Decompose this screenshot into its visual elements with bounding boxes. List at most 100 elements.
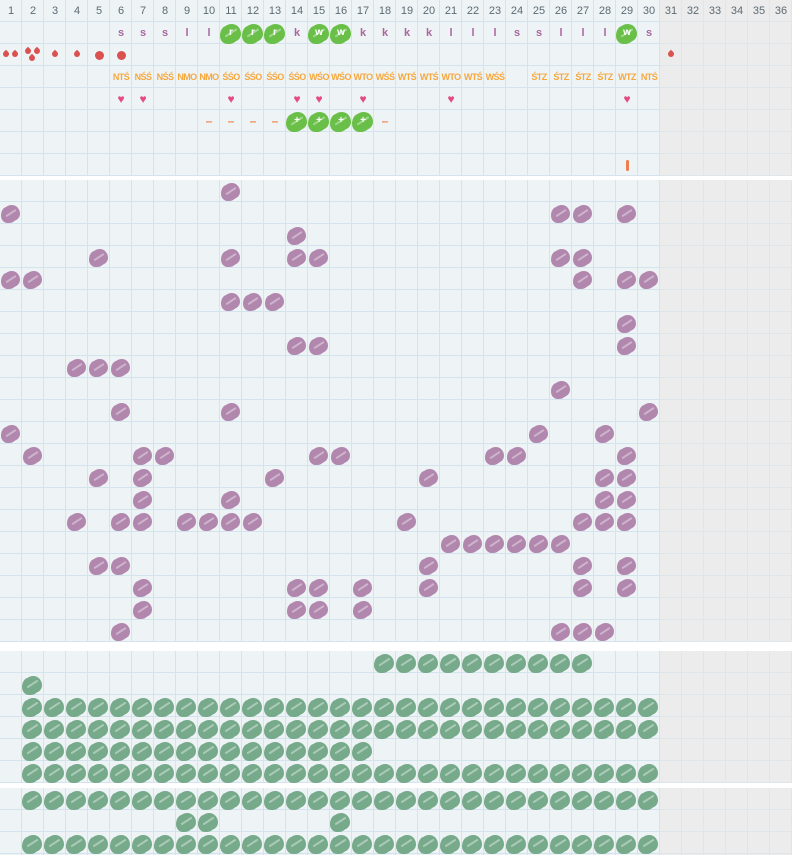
green-scribble-icon (396, 790, 416, 810)
green-mark (308, 788, 330, 810)
code-text: ŚTZ (553, 72, 569, 82)
green-scribble-icon (616, 697, 636, 717)
column-number: 35 (748, 0, 770, 22)
drop-mark (660, 44, 682, 66)
code-label: WŚO (330, 66, 352, 88)
green-scribble-icon (330, 812, 350, 832)
column-number-label: 3 (51, 5, 59, 17)
purple-mark (308, 576, 330, 598)
green-scribble-plus-icon: + (329, 112, 351, 132)
purple-mark (242, 290, 264, 312)
column-number: 29 (616, 0, 638, 22)
green-mark (154, 761, 176, 783)
green-scribble-icon (418, 719, 438, 739)
dash-icon: – (271, 114, 279, 128)
green-scribble-icon (132, 790, 152, 810)
green-scribble-icon (110, 790, 130, 810)
purple-mark (264, 290, 286, 312)
green-scribble-icon (572, 763, 592, 783)
week-letter-label: l (581, 27, 585, 39)
green-mark (506, 695, 528, 717)
green-scribble-icon (154, 790, 174, 810)
code-text: NŚŚ (134, 72, 152, 82)
purple-scribble-icon (242, 513, 262, 531)
purple-mark (616, 466, 638, 488)
column-number-label: 26 (554, 5, 568, 17)
purple-mark (418, 576, 440, 598)
green-mark (286, 695, 308, 717)
green-mark (352, 832, 374, 854)
green-scribble-icon (286, 790, 306, 810)
green-mark (550, 788, 572, 810)
green-mark (132, 717, 154, 739)
column-number: 2 (22, 0, 44, 22)
green-scribble-icon (66, 834, 86, 854)
purple-scribble-icon (176, 513, 196, 531)
purple-scribble-icon (286, 601, 306, 619)
green-mark (44, 695, 66, 717)
purple-mark (616, 576, 638, 598)
green-mark (594, 717, 616, 739)
purple-scribble-icon (110, 623, 130, 641)
column-number-label: 7 (139, 5, 147, 17)
green-mark (308, 739, 330, 761)
purple-scribble-icon (616, 513, 636, 531)
header-section: 1 2 3 4 5 6 7 8 9 10 11 12 13 14 15 16 17 18 19 20 21 22 23 24 2… (0, 0, 792, 176)
purple-mark (572, 268, 594, 290)
week-letter-label: s (161, 27, 169, 39)
green-mark (286, 717, 308, 739)
column-number-label: 34 (730, 5, 744, 17)
heart-mark: ♥ (220, 88, 242, 110)
drop-mark (110, 44, 132, 66)
week-letter-label: l (493, 27, 497, 39)
purple-mark (264, 466, 286, 488)
column-number-label: 12 (246, 5, 260, 17)
green-scribble-icon (242, 741, 262, 761)
green-mark (22, 717, 44, 739)
week-letter: k (374, 22, 396, 44)
purple-scribble-icon (550, 205, 570, 223)
purple-mark (396, 510, 418, 532)
purple-mark (352, 598, 374, 620)
green-mark (330, 810, 352, 832)
week-letter-label: k (425, 27, 433, 39)
purple-mark (616, 510, 638, 532)
purple-mark (572, 576, 594, 598)
green-mark (374, 651, 396, 673)
green-scribble-icon (330, 763, 350, 783)
purple-scribble-icon (572, 249, 592, 267)
column-number: 26 (550, 0, 572, 22)
purple-scribble-icon (616, 205, 636, 223)
code-text: WŚO (331, 72, 351, 82)
green-scribble-icon (308, 719, 328, 739)
green-mark (132, 788, 154, 810)
column-number: 7 (132, 0, 154, 22)
purple-scribble-icon (308, 447, 328, 465)
purple-scribble-icon (66, 359, 86, 377)
green-mark (638, 832, 660, 854)
green-scribble-icon (220, 697, 240, 717)
green-mark (44, 788, 66, 810)
purple-scribble-icon (594, 425, 614, 443)
green-scribble-icon (22, 675, 42, 695)
purple-scribble-icon (330, 447, 350, 465)
green-scribble-icon (176, 790, 196, 810)
column-number-label: 25 (532, 5, 546, 17)
green-scribble-icon (550, 790, 570, 810)
purple-scribble-icon (638, 271, 658, 289)
week-letter: s (528, 22, 550, 44)
green-scribble-icon (22, 790, 42, 810)
purple-scribble-icon (616, 315, 636, 333)
purple-mark (594, 466, 616, 488)
green-mark (462, 651, 484, 673)
purple-mark (88, 356, 110, 378)
purple-scribble-icon (220, 183, 240, 201)
purple-scribble-icon (506, 535, 526, 553)
green-mark (572, 695, 594, 717)
code-label: WTO (352, 66, 374, 88)
column-number-label: 18 (378, 5, 392, 17)
green-scribble-icon (110, 763, 130, 783)
green-scribble-icon (638, 697, 658, 717)
drop-mark (66, 44, 88, 66)
purple-mark (220, 400, 242, 422)
